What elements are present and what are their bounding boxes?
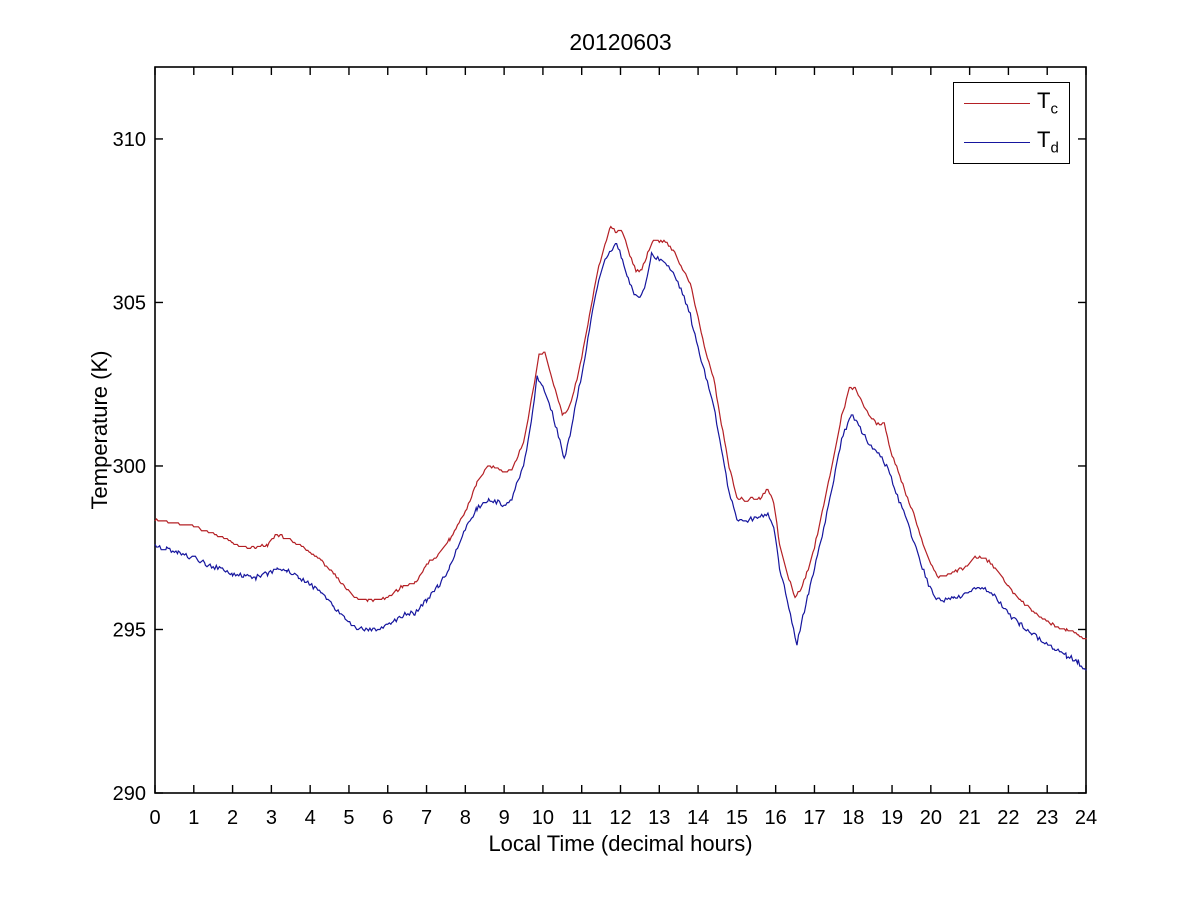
chart-title: 20120603 (569, 29, 672, 55)
y-tick-label: 305 (113, 292, 146, 314)
x-tick-label: 10 (532, 807, 554, 829)
x-tick-label: 9 (499, 807, 510, 829)
x-tick-label: 23 (1036, 807, 1058, 829)
x-tick-label: 7 (421, 807, 432, 829)
x-tick-label: 18 (842, 807, 864, 829)
x-tick-label: 3 (266, 807, 277, 829)
tc-label: Tc (1037, 88, 1058, 118)
td-line-sample (964, 141, 1030, 143)
x-tick-label: 16 (765, 807, 787, 829)
legend-entry-tc: Tc (954, 86, 1069, 122)
td-label: Td (1037, 127, 1059, 157)
y-tick-label: 300 (113, 456, 146, 478)
x-tick-label: 20 (920, 807, 942, 829)
x-tick-label: 5 (343, 807, 354, 829)
x-tick-label: 0 (149, 807, 160, 829)
x-tick-label: 8 (460, 807, 471, 829)
x-tick-label: 19 (881, 807, 903, 829)
x-tick-label: 6 (382, 807, 393, 829)
legend: Tc Td (953, 82, 1070, 164)
x-tick-label: 11 (571, 807, 592, 829)
series-T_c-line (154, 225, 1087, 640)
legend-entry-td: Td (954, 124, 1069, 160)
y-tick-label: 295 (113, 619, 146, 641)
y-tick-label: 310 (113, 129, 146, 151)
tc-line-sample (964, 103, 1030, 105)
x-tick-label: 1 (188, 807, 199, 829)
series-T_d-line (154, 242, 1087, 671)
x-tick-label: 2 (227, 807, 238, 829)
x-tick-label: 4 (305, 807, 316, 829)
x-tick-label: 24 (1075, 807, 1097, 829)
x-tick-label: 13 (648, 807, 670, 829)
x-tick-label: 21 (959, 807, 981, 829)
x-tick-label: 17 (803, 807, 825, 829)
x-tick-label: 12 (609, 807, 631, 829)
axes-box (154, 66, 1087, 794)
x-tick-label: 22 (997, 807, 1019, 829)
x-axis-label: Local Time (decimal hours) (488, 831, 753, 856)
x-tick-label: 14 (687, 807, 709, 829)
x-tick-label: 15 (726, 807, 748, 829)
y-tick-label: 290 (113, 783, 146, 805)
